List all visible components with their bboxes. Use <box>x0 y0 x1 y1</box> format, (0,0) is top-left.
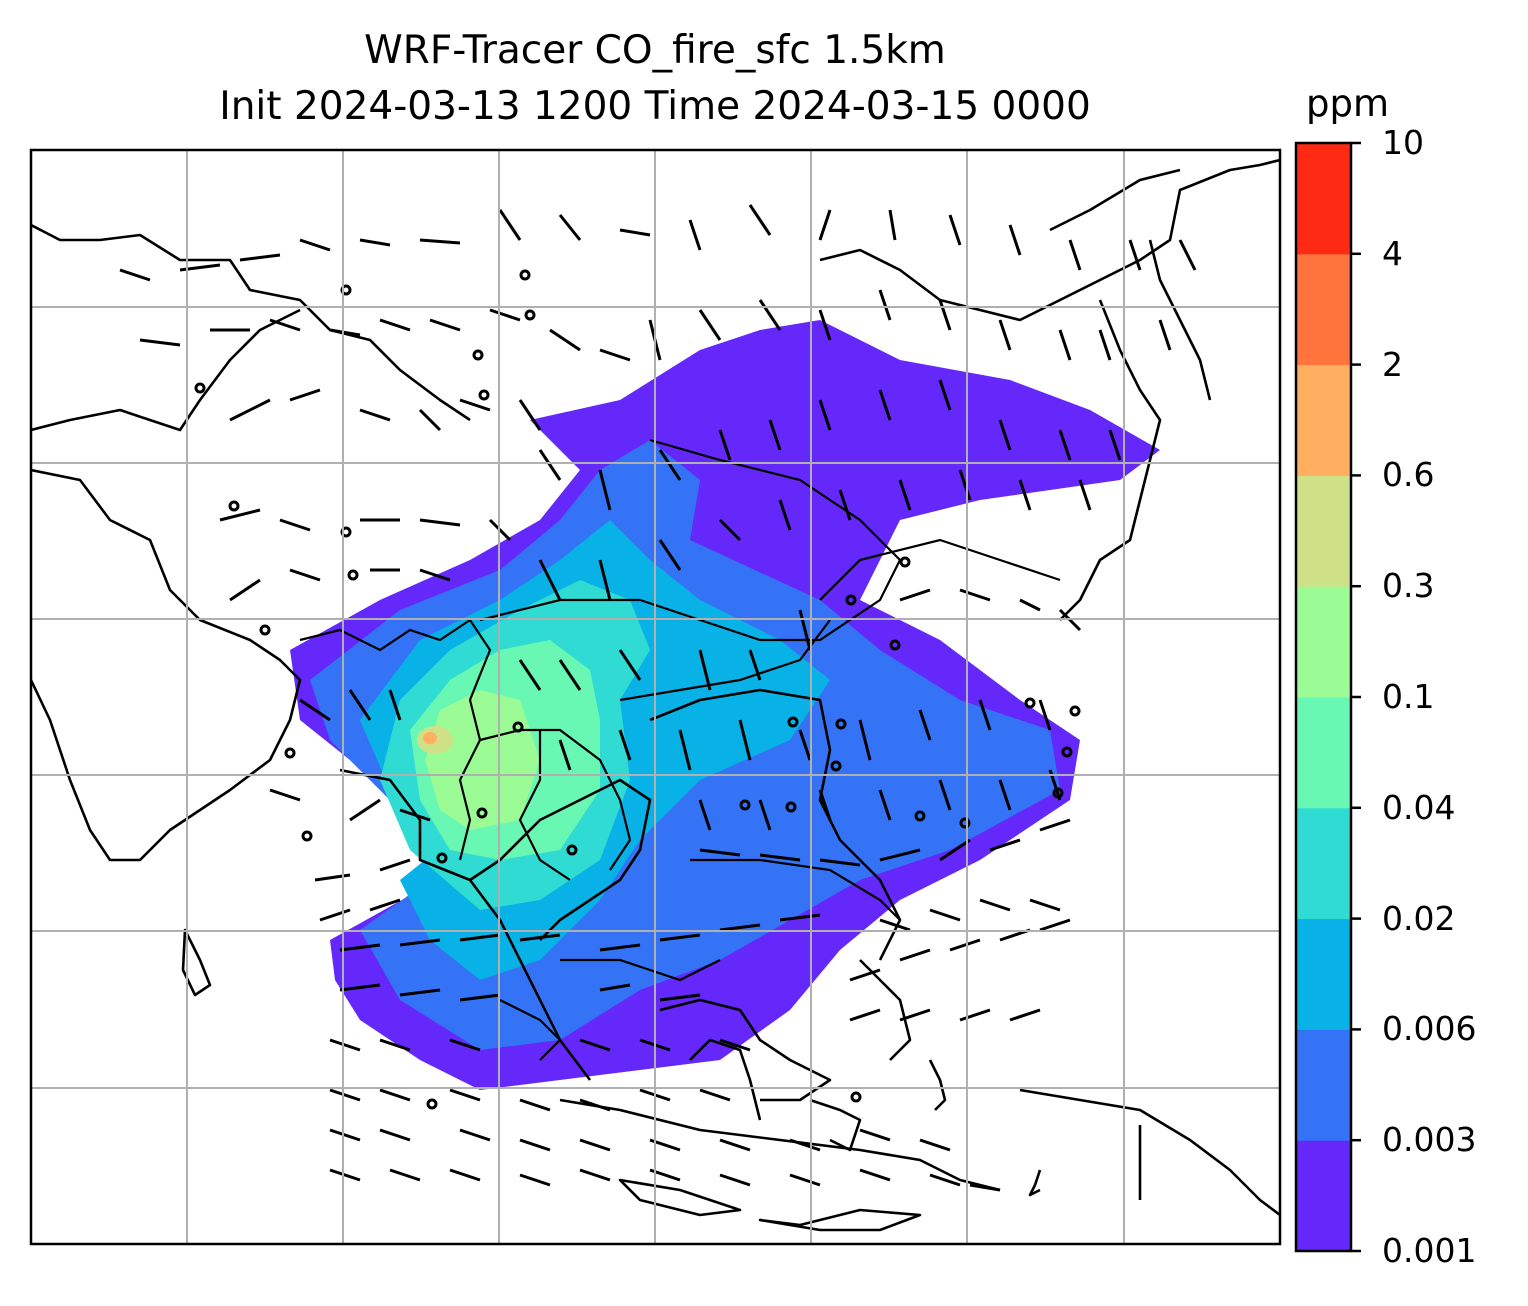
coastlines <box>31 158 1280 1232</box>
colorbar-tick-label: 0.04 <box>1382 787 1456 827</box>
colorbar-band-6 <box>1296 475 1351 587</box>
colorbar-band-5 <box>1296 586 1351 698</box>
field-region-6 <box>425 690 540 830</box>
colorbar-unit-label: ppm <box>1306 82 1390 125</box>
calm-wind-circles <box>194 269 1081 1110</box>
field-hotspot-core <box>423 732 437 744</box>
colorbar-tick-label: 0.3 <box>1382 566 1435 606</box>
chart-subtitle: Init 2024-03-13 1200 Time 2024-03-15 000… <box>219 84 1091 129</box>
colorbar-tick-label: 2 <box>1382 344 1403 384</box>
colorbar-tick-label: 0.003 <box>1382 1120 1477 1160</box>
wind-barbs <box>119 204 1197 1192</box>
colorbar-tick-label: 0.006 <box>1382 1009 1477 1049</box>
tracer-field <box>290 320 1160 1090</box>
chart-title: WRF-Tracer CO_fire_sfc 1.5km <box>364 28 946 73</box>
colorbar-tick-label: 4 <box>1382 233 1403 273</box>
colorbar-tick-label: 0.001 <box>1382 1231 1477 1270</box>
colorbar-tick-label: 10 <box>1382 123 1424 162</box>
colorbar-band-4 <box>1296 697 1351 809</box>
colorbar-band-0 <box>1296 1140 1351 1252</box>
colorbar-band-9 <box>1296 143 1351 255</box>
colorbar-band-7 <box>1296 364 1351 476</box>
gridlines <box>31 150 1280 1244</box>
colorbar-band-8 <box>1296 253 1351 366</box>
colorbar-band-2 <box>1296 918 1351 1030</box>
colorbar-tick-label: 0.1 <box>1382 677 1435 716</box>
colorbar-tick-label: 0.02 <box>1382 898 1456 938</box>
colorbar-band-3 <box>1296 807 1351 920</box>
colorbar-band-1 <box>1296 1029 1351 1141</box>
colorbar-tick-label: 0.6 <box>1382 455 1435 495</box>
plot-frame <box>29 148 1282 1246</box>
